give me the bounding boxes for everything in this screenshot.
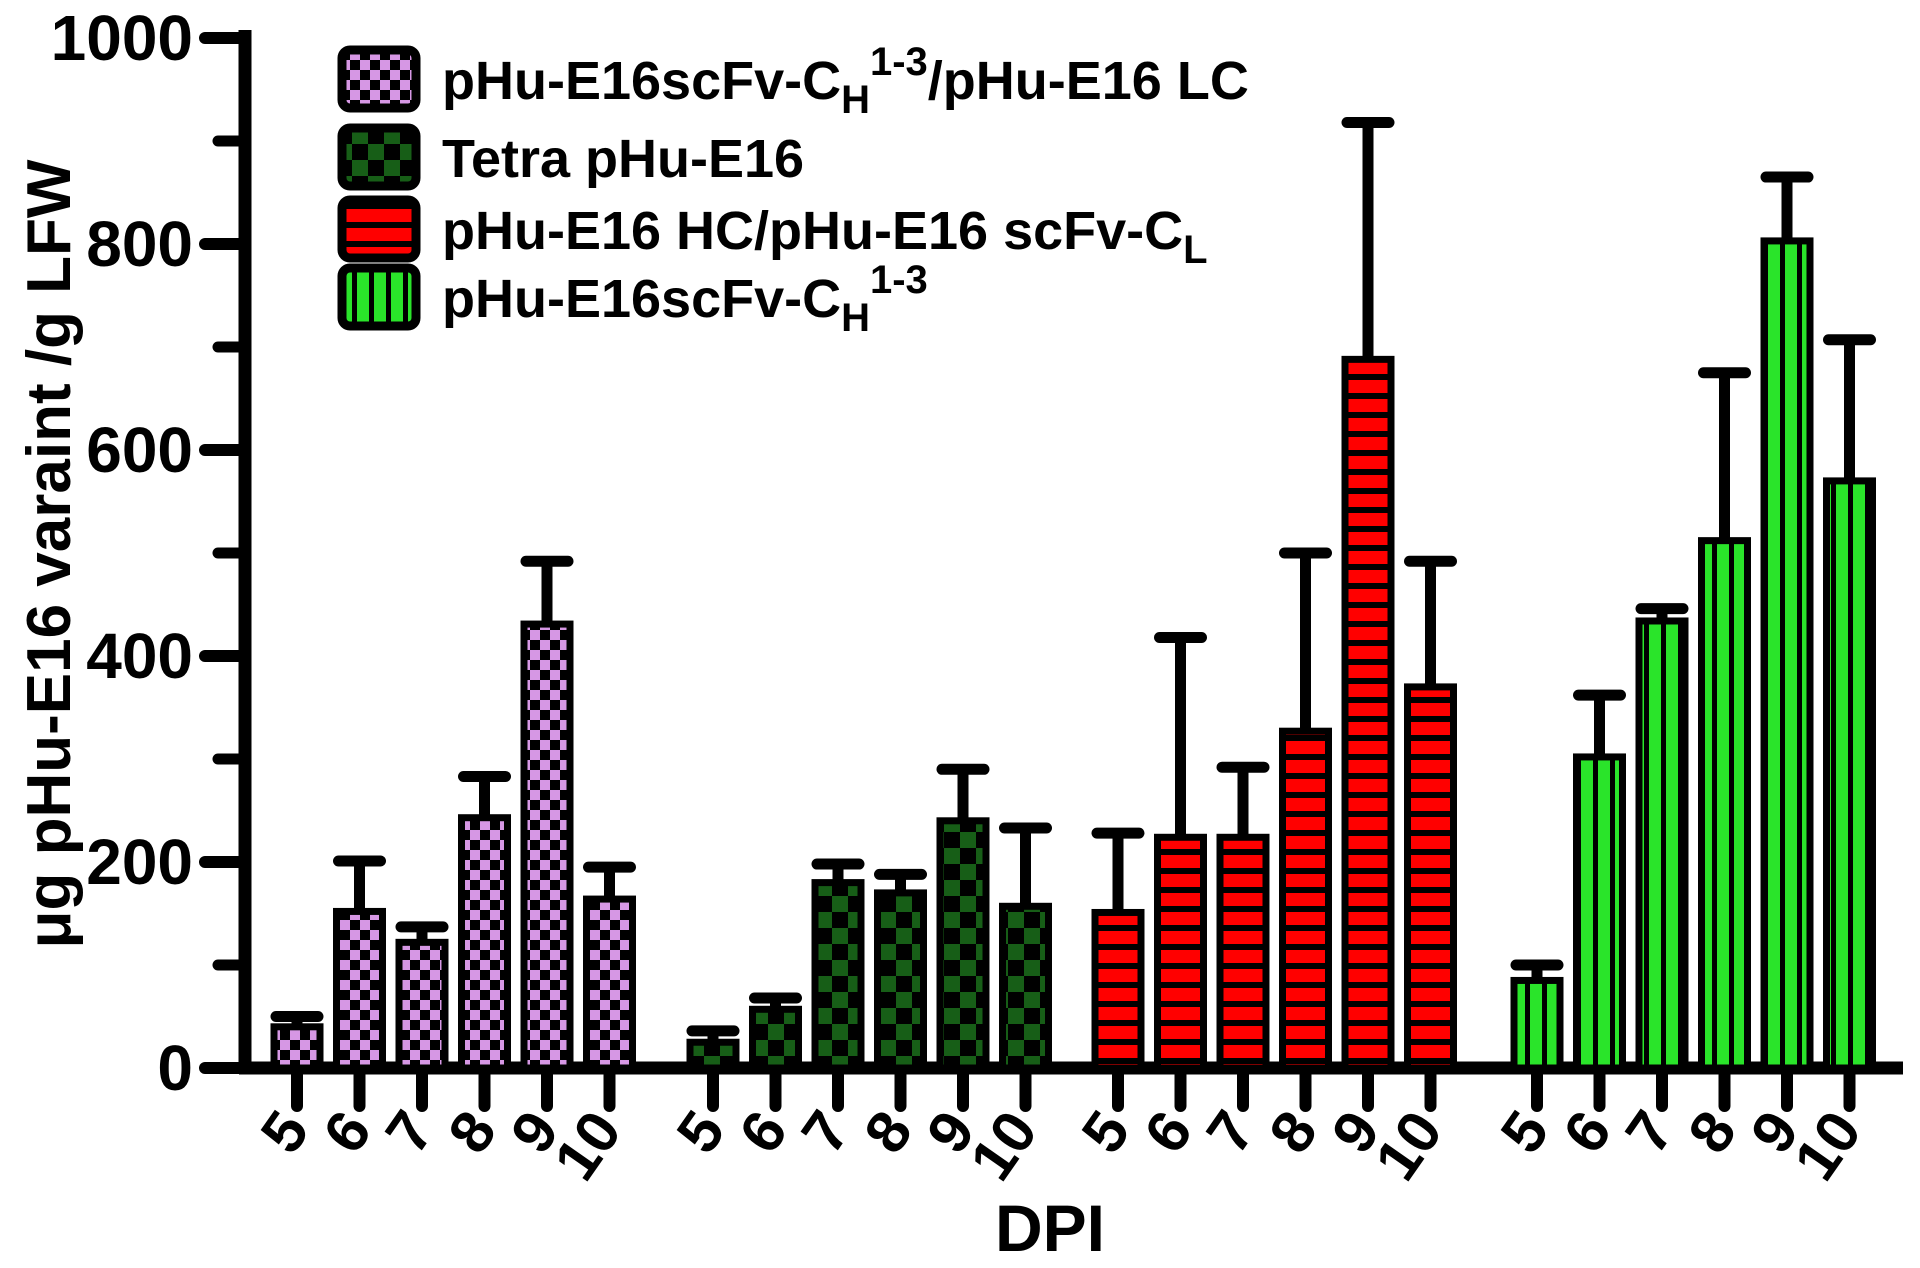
x-tick-label-g3-8: 8	[1256, 1099, 1330, 1165]
x-tick-label-g4-8: 8	[1675, 1099, 1749, 1165]
bar-g2-dpi5	[686, 1038, 740, 1072]
bar-g2-dpi8	[874, 889, 927, 1072]
legend-swatch-2	[337, 123, 421, 191]
bar-g3-dpi5	[1091, 908, 1145, 1072]
y-axis-label: μg pHu-E16 varaint /g LFW	[15, 159, 84, 949]
x-tick-label-g2-6: 6	[726, 1099, 800, 1165]
bar-g4-dpi9	[1760, 237, 1814, 1072]
bar-g4-dpi10	[1823, 477, 1876, 1072]
bar-g2-dpi7	[811, 879, 865, 1072]
x-tick-label-g2-7: 7	[789, 1099, 863, 1165]
y-tick-label-600: 600	[86, 414, 193, 486]
x-tick-label-g3-6: 6	[1131, 1099, 1205, 1165]
y-tick-label-800: 800	[86, 208, 193, 280]
bar-g3-dpi9	[1341, 355, 1395, 1072]
x-tick-label-g2-10: 10	[957, 1099, 1050, 1192]
bar-g3-dpi10	[1404, 683, 1457, 1072]
legend-label-3: pHu-E16 HC/pHu-E16 scFv-CL	[442, 201, 1208, 272]
x-axis-label: DPI	[994, 1191, 1106, 1265]
x-tick-label-g4-7: 7	[1613, 1099, 1687, 1165]
x-tick-label-g3-7: 7	[1194, 1099, 1268, 1165]
bar-g2-dpi9	[936, 817, 990, 1072]
bar-g2-dpi6	[749, 1005, 802, 1072]
x-tick-label-g1-8: 8	[435, 1099, 509, 1165]
y-tick-label-1000: 1000	[51, 2, 193, 74]
bar-g1-dpi6	[333, 907, 386, 1072]
x-tick-label-g2-5: 5	[664, 1099, 738, 1165]
bar-g4-dpi7	[1635, 617, 1689, 1072]
bar-g1-dpi8	[458, 814, 511, 1072]
bar-g3-dpi6	[1154, 833, 1207, 1072]
x-tick-label-g4-6: 6	[1550, 1099, 1624, 1165]
x-tick-label-g1-5: 5	[248, 1099, 322, 1165]
legend-swatch-1	[337, 45, 421, 113]
bar-g2-dpi10	[999, 902, 1052, 1072]
x-tick-label-g4-10: 10	[1781, 1099, 1874, 1192]
legend-label-4: pHu-E16scFv-CH1-3	[442, 258, 928, 340]
bar-g3-dpi8	[1279, 727, 1332, 1072]
bar-g1-dpi10	[583, 895, 636, 1072]
bar-g4-dpi8	[1698, 537, 1751, 1072]
legend-label-2: Tetra pHu-E16	[442, 129, 804, 189]
bar-g1-dpi9	[520, 620, 574, 1072]
x-tick-label-g1-10: 10	[541, 1099, 634, 1192]
x-tick-label-g2-8: 8	[851, 1099, 925, 1165]
x-tick-label-g3-5: 5	[1069, 1099, 1143, 1165]
bar-g1-dpi5	[270, 1023, 324, 1072]
bar-g4-dpi5	[1510, 976, 1564, 1072]
legend-swatch-4	[337, 263, 421, 331]
bar-g4-dpi6	[1573, 753, 1626, 1072]
legend-label-1: pHu-E16scFv-CH1-3/pHu-E16 LC	[442, 40, 1249, 122]
y-tick-label-0: 0	[157, 1032, 193, 1104]
x-tick-label-g3-10: 10	[1362, 1099, 1455, 1192]
y-tick-label-200: 200	[86, 826, 193, 898]
bar-g3-dpi7	[1216, 833, 1270, 1072]
y-tick-label-400: 400	[86, 620, 193, 692]
x-tick-label-g1-6: 6	[310, 1099, 384, 1165]
x-tick-label-g4-5: 5	[1488, 1099, 1562, 1165]
bar-g1-dpi7	[395, 938, 449, 1072]
x-tick-label-g1-7: 7	[373, 1099, 447, 1165]
legend-swatch-3	[337, 195, 421, 263]
